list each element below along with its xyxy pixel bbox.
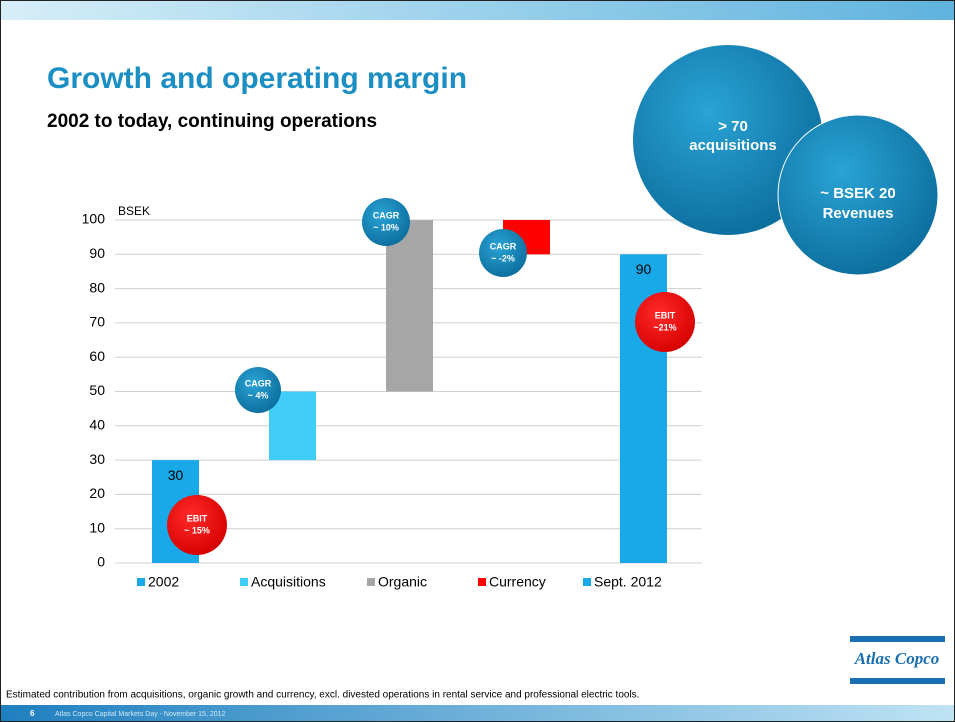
y-tick-label: 80 — [89, 279, 105, 295]
legend-label: Sept. 2012 — [594, 574, 662, 590]
footnote: Estimated contribution from acquisitions… — [6, 690, 639, 701]
bubble-text: CAGR — [373, 210, 400, 220]
legend-label: Currency — [489, 574, 546, 590]
bubble-text: ~ -2% — [491, 253, 515, 263]
annotations: CAGR ~ 4% CAGR ~ 10% CAGR ~ -2% EBIT ~ 1… — [167, 198, 695, 555]
legend-label: Acquisitions — [251, 574, 326, 590]
bubble — [362, 198, 410, 246]
y-tick-label: 90 — [89, 245, 105, 261]
y-tick-label: 20 — [89, 485, 105, 501]
bubble-text: CAGR — [490, 241, 517, 251]
legend-swatch — [137, 578, 145, 586]
highlight-circle — [777, 114, 939, 276]
bubble-text: EBIT — [655, 310, 676, 320]
bubble — [635, 292, 695, 352]
unit-label: BSEK — [118, 204, 150, 218]
highlight-text: acquisitions — [689, 137, 777, 154]
top-band — [0, 0, 955, 20]
bubble — [479, 229, 527, 277]
highlight-text: > 70 — [718, 118, 748, 135]
bubble — [235, 367, 281, 413]
highlight-text: Revenues — [823, 205, 894, 222]
highlight-circle — [633, 45, 823, 235]
y-tick-label: 30 — [89, 451, 105, 467]
bubble-text: CAGR — [245, 378, 272, 388]
bubble-text: ~ 10% — [373, 222, 399, 232]
data-label: 90 — [636, 261, 652, 277]
subtitle: 2002 to today, continuing operations — [47, 111, 377, 132]
y-tick-label: 100 — [82, 211, 106, 227]
y-tick-label: 50 — [89, 382, 105, 398]
data-label: 30 — [168, 467, 184, 483]
bubble-text: ~ 4% — [248, 390, 269, 400]
footer-text: Atlas Copco Capital Markets Day - Novemb… — [55, 711, 226, 718]
bubble-text: ~ 15% — [184, 525, 210, 535]
legend-swatch — [583, 578, 591, 586]
highlight-text: ~ BSEK 20 — [820, 185, 895, 202]
bubble-text: ~21% — [653, 322, 676, 332]
y-tick-label: 10 — [89, 519, 105, 535]
y-tick-label: 60 — [89, 348, 105, 364]
logo-bar — [850, 678, 945, 684]
y-tick-label: 40 — [89, 417, 105, 433]
legend-swatch — [240, 578, 248, 586]
legend-swatch — [367, 578, 375, 586]
legend-swatch — [478, 578, 486, 586]
page-number: 6 — [30, 709, 35, 718]
logo-text: Atlas Copco — [854, 649, 940, 668]
title: Growth and operating margin — [47, 62, 467, 95]
bubble-text: EBIT — [187, 513, 208, 523]
footer-band — [0, 705, 955, 722]
legend-label: 2002 — [148, 574, 179, 590]
y-tick-label: 0 — [97, 554, 105, 570]
y-tick-label: 70 — [89, 314, 105, 330]
logo-bar — [850, 636, 945, 642]
logo: Atlas Copco — [850, 636, 945, 684]
legend-label: Organic — [378, 574, 427, 590]
bar — [386, 220, 433, 392]
bubble — [167, 495, 227, 555]
highlights: > 70 acquisitions ~ BSEK 20 Revenues — [633, 45, 939, 276]
